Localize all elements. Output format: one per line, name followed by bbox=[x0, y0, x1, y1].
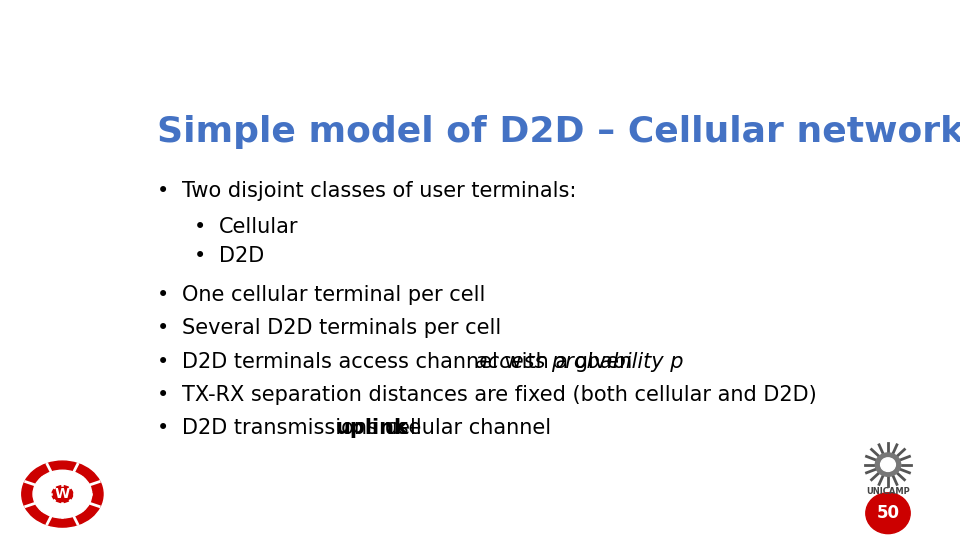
Text: UNICAMP: UNICAMP bbox=[866, 488, 910, 496]
Circle shape bbox=[876, 453, 900, 476]
Text: •: • bbox=[157, 352, 176, 372]
Text: Several D2D terminals per cell: Several D2D terminals per cell bbox=[181, 319, 501, 339]
Text: Cellular: Cellular bbox=[219, 217, 299, 237]
Text: •: • bbox=[194, 217, 213, 237]
Text: uplink: uplink bbox=[335, 418, 408, 438]
Circle shape bbox=[880, 458, 896, 471]
Text: Two disjoint classes of user terminals:: Two disjoint classes of user terminals: bbox=[181, 181, 576, 201]
Text: 50: 50 bbox=[876, 504, 900, 522]
Text: •: • bbox=[157, 418, 176, 438]
Text: •: • bbox=[157, 319, 176, 339]
Text: •: • bbox=[194, 246, 213, 266]
Circle shape bbox=[866, 493, 910, 534]
Text: •: • bbox=[157, 285, 176, 305]
Circle shape bbox=[33, 470, 92, 518]
Circle shape bbox=[22, 461, 103, 527]
Text: D2D: D2D bbox=[219, 246, 264, 266]
Text: Simple model of D2D – Cellular network: Simple model of D2D – Cellular network bbox=[157, 114, 960, 148]
Text: access probability p: access probability p bbox=[474, 352, 684, 372]
Circle shape bbox=[52, 485, 73, 503]
Text: W: W bbox=[55, 487, 70, 501]
Text: D2D terminals access channel with a given: D2D terminals access channel with a give… bbox=[181, 352, 638, 372]
Text: One cellular terminal per cell: One cellular terminal per cell bbox=[181, 285, 485, 305]
Text: TX-RX separation distances are fixed (both cellular and D2D): TX-RX separation distances are fixed (bo… bbox=[181, 385, 816, 405]
Text: D2D transmissions use: D2D transmissions use bbox=[181, 418, 427, 438]
Text: cellular channel: cellular channel bbox=[379, 418, 551, 438]
Text: •: • bbox=[157, 385, 176, 405]
Text: •: • bbox=[157, 181, 176, 201]
